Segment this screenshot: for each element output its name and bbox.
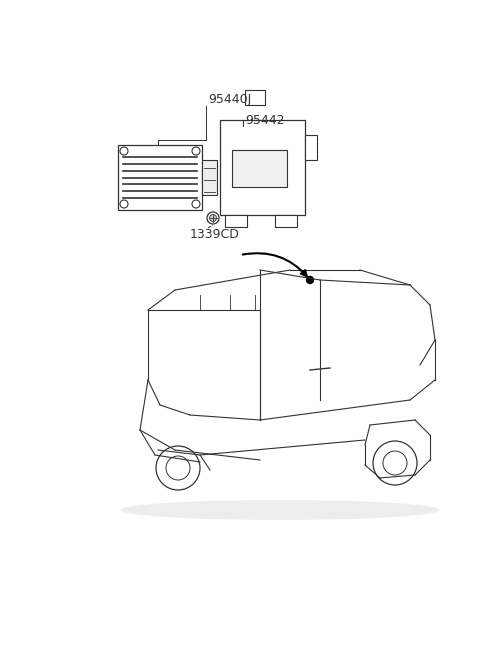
Circle shape [383, 451, 407, 475]
Circle shape [207, 212, 219, 224]
Bar [225, 215, 247, 227]
Circle shape [192, 147, 200, 155]
Bar [305, 135, 317, 160]
Ellipse shape [120, 500, 440, 520]
FancyBboxPatch shape [220, 120, 305, 215]
Bar [202, 160, 217, 195]
Circle shape [156, 446, 200, 490]
FancyBboxPatch shape [232, 150, 287, 187]
Circle shape [373, 441, 417, 485]
Circle shape [192, 200, 200, 208]
Circle shape [120, 200, 128, 208]
Circle shape [166, 456, 190, 480]
Circle shape [120, 147, 128, 155]
Circle shape [307, 276, 313, 283]
Text: 95442: 95442 [245, 113, 285, 127]
Text: 1339CD: 1339CD [190, 228, 240, 241]
Text: 95440J: 95440J [208, 94, 251, 106]
Circle shape [209, 215, 216, 222]
FancyBboxPatch shape [118, 145, 202, 210]
Bar [275, 215, 297, 227]
Bar [245, 90, 265, 105]
